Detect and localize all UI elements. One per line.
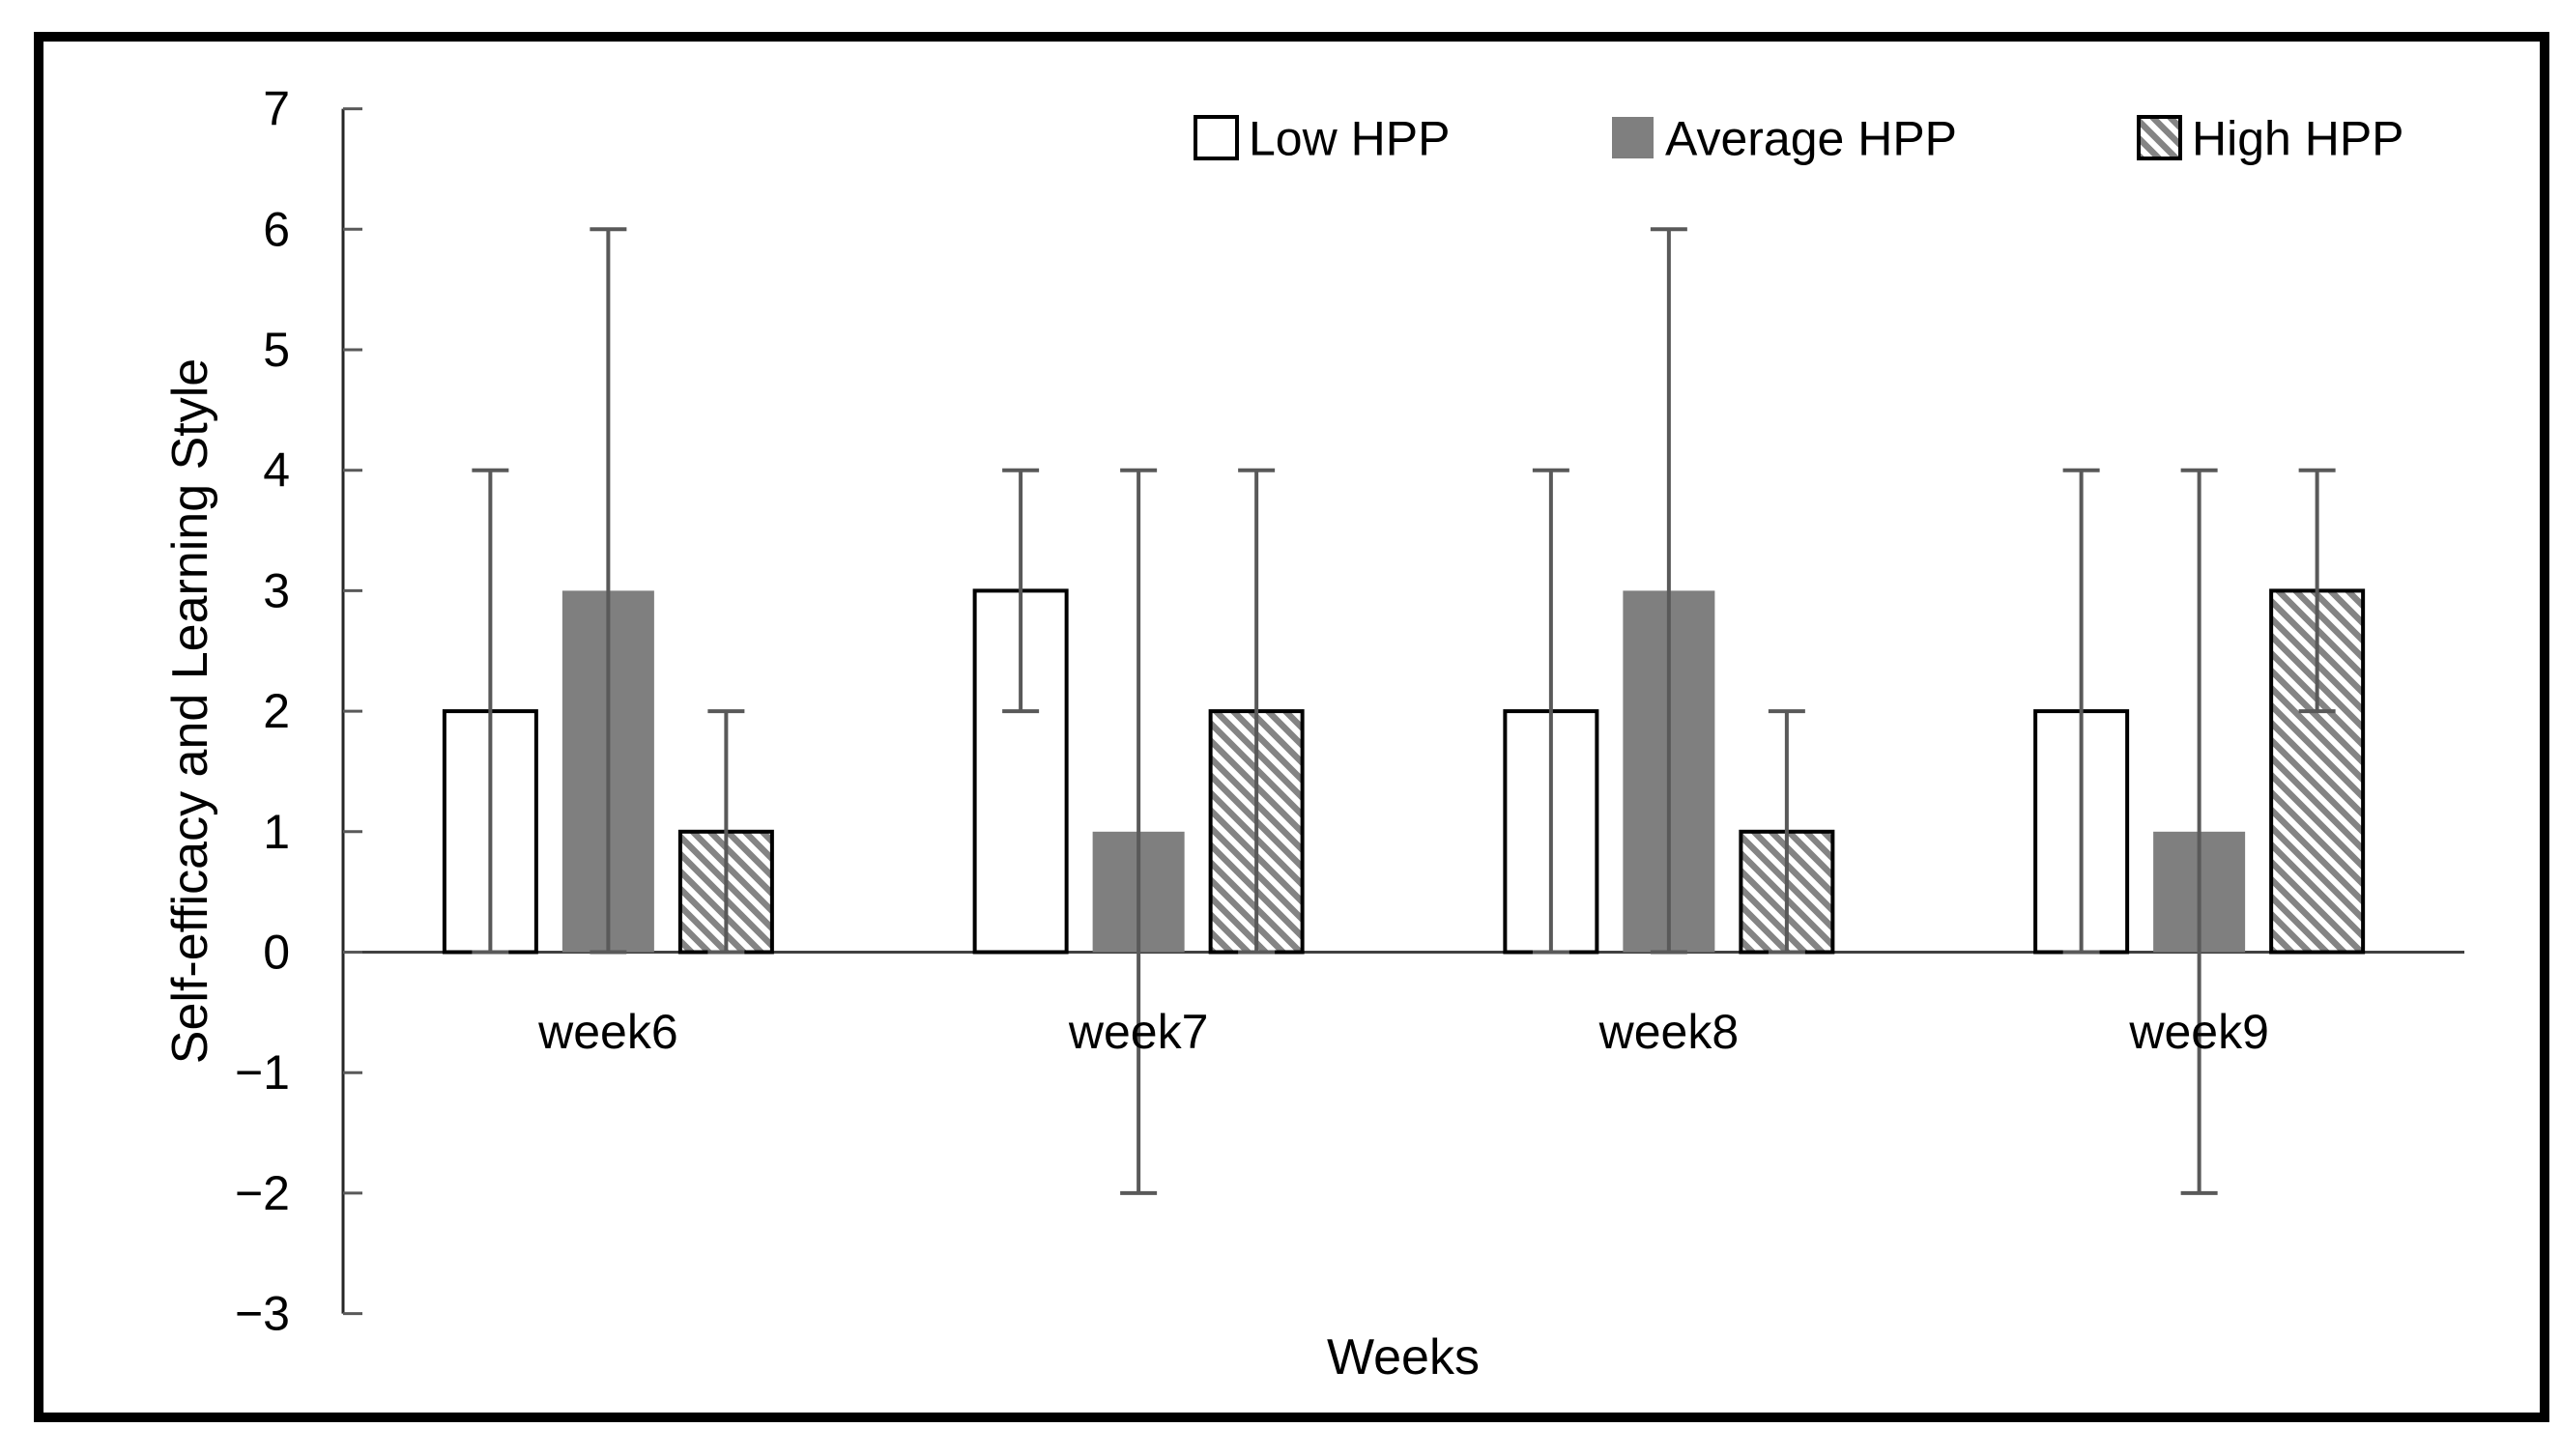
legend-swatch-high-hpp [2137,115,2182,160]
y-tick-label: −1 [235,1045,290,1099]
error-bar-high-hpp-week6 [707,709,745,955]
error-bar-high-hpp-week7 [1238,468,1276,955]
legend-item-low-hpp: Low HPP [1194,112,1450,166]
error-bar-high-hpp-week9 [2298,468,2336,714]
y-tick-label: 5 [263,323,290,377]
error-bar-average-hpp-week6 [590,227,627,955]
category-label-week8: week8 [1598,1005,1740,1059]
y-tick-label: 0 [263,926,290,980]
legend-item-average-hpp: Average HPP [1612,112,1957,166]
legend-label-low-hpp: Low HPP [1249,112,1450,166]
legend-label-high-hpp: High HPP [2192,112,2404,166]
y-tick-label: 2 [263,684,290,738]
legend-item-high-hpp: High HPP [2137,112,2404,166]
legend: Low HPP Average HPP High HPP [1194,112,2404,166]
y-tick-label: −3 [235,1287,290,1341]
bars-layer [442,588,2366,955]
category-label-week6: week6 [537,1005,678,1059]
error-bar-low-hpp-week6 [472,468,509,955]
x-axis-title: Weeks [1327,1329,1480,1385]
error-bar-average-hpp-week9 [2180,468,2218,1195]
y-tick-label: 3 [263,563,290,617]
error-bar-average-hpp-week7 [1120,468,1158,1195]
y-tick-label: 1 [263,805,290,859]
error-bars-layer [472,227,2336,1195]
y-tick-label: 4 [263,443,290,498]
error-bar-average-hpp-week8 [1650,227,1687,955]
category-label-week7: week7 [1068,1005,1209,1059]
y-axis-title: Self-efficacy and Learning Style [162,358,218,1064]
legend-label-average-hpp: Average HPP [1665,112,1957,166]
category-label-week9: week9 [2128,1005,2269,1059]
figure-border [34,32,2549,1422]
error-bar-low-hpp-week9 [2062,468,2100,955]
error-bar-high-hpp-week8 [1768,709,1805,955]
y-tick-label: −2 [235,1166,290,1220]
y-tick-label: 7 [263,82,290,136]
error-bar-low-hpp-week7 [1002,468,1040,714]
y-tick-label: 6 [263,202,290,256]
category-labels-layer: week6 week7 week8 week9 [537,1005,2269,1059]
legend-swatch-average-hpp [1612,117,1654,158]
legend-swatch-low-hpp [1194,115,1239,160]
error-bar-low-hpp-week8 [1532,468,1569,955]
